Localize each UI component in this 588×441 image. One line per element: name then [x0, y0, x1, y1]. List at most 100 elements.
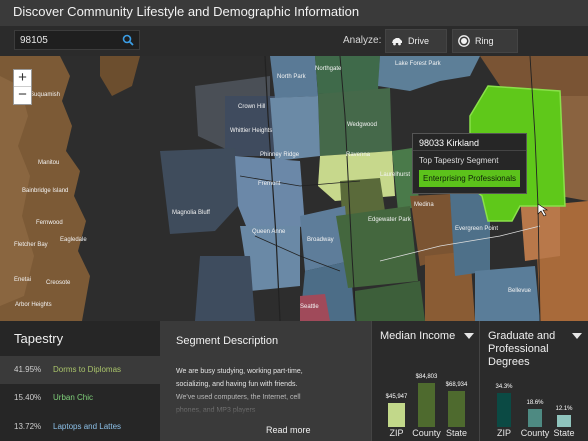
- region-woodinville: [560, 96, 588, 201]
- label-arbor-heights: Arbor Heights: [15, 302, 52, 308]
- tapestry-panel: Tapestry 41.95% Dorms to Diplomas 15.40%…: [0, 321, 160, 441]
- label-evergreen-point: Evergreen Point: [455, 226, 498, 232]
- label-fremont: Fremont: [258, 181, 281, 187]
- label-fernwood: Fernwood: [36, 220, 63, 226]
- tapestry-row-name: Dorms to Diplomas: [53, 365, 122, 374]
- label-phinney-ridge: Phinney Ridge: [260, 152, 300, 158]
- label-edgewater-park: Edgewater Park: [368, 217, 412, 223]
- label-broadway: Broadway: [307, 237, 334, 243]
- chart-data-label: $68,934: [445, 382, 468, 388]
- label-fletcher-bay: Fletcher Bay: [14, 242, 48, 248]
- chart-data-label: 12.1%: [555, 406, 573, 412]
- chart-tick-label: County: [412, 428, 441, 438]
- region-whittier: [225, 96, 275, 156]
- zoom-in-button[interactable]: +: [14, 70, 31, 87]
- chart-bar[interactable]: [497, 393, 511, 427]
- zoom-out-button[interactable]: −: [18, 86, 27, 103]
- region-kenmore: [480, 56, 588, 101]
- tapestry-row-pct: 15.40%: [14, 393, 42, 402]
- label-seattle: Seattle: [300, 304, 319, 310]
- region-bridle: [520, 196, 560, 261]
- region-edgewater: [336, 206, 418, 288]
- region-wedgwood: [318, 88, 392, 156]
- tapestry-row[interactable]: 13.72% Laptops and Lattes: [0, 413, 160, 441]
- chart-data-label: 18.6%: [526, 400, 544, 406]
- label-medina: Medina: [414, 202, 434, 208]
- median-income-title: Median Income: [380, 330, 456, 342]
- label-lake-forest-park: Lake Forest Park: [395, 61, 442, 67]
- region-queen-anne: [240, 226, 300, 291]
- chart-tick-label: County: [520, 428, 550, 438]
- label-northgate: Northgate: [315, 66, 342, 72]
- tapestry-title: Tapestry: [14, 331, 64, 346]
- tapestry-row-pct: 41.95%: [14, 365, 42, 374]
- label-laurelhurst: Laurelhurst: [380, 172, 410, 178]
- label-ravenna: Ravenna: [346, 152, 371, 158]
- chart-tick-label: ZIP: [389, 428, 404, 438]
- region-fremont: [235, 156, 305, 236]
- chart-tick-label: State: [445, 428, 467, 438]
- graduate-degrees-panel: Graduate and Professional Degrees 34.3% Z…: [479, 321, 588, 441]
- region-phinney: [270, 96, 320, 161]
- label-creosote: Creosote: [46, 280, 71, 286]
- label-north-park: North Park: [277, 74, 307, 80]
- analyze-label: Analyze:: [343, 35, 382, 46]
- cursor-icon: [537, 203, 548, 217]
- chart-bar[interactable]: [448, 391, 465, 427]
- search-box[interactable]: [14, 30, 140, 50]
- label-bainbridge-island: Bainbridge Island: [22, 188, 68, 194]
- text-fade-overlay: [160, 389, 371, 417]
- tapestry-row-name: Urban Chic: [53, 393, 94, 402]
- road-mercer: [254, 235, 341, 272]
- label-magnolia-bluff: Magnolia Bluff: [172, 210, 210, 216]
- region-evergreen: [450, 186, 490, 276]
- region-interbay: [195, 256, 255, 321]
- segment-description-title: Segment Description: [176, 335, 279, 347]
- road-405: [529, 56, 541, 321]
- chart-data-label: $84,803: [415, 374, 438, 380]
- popup-title: 98033 Kirkland: [413, 134, 526, 151]
- tapestry-row[interactable]: 15.40% Urban Chic: [0, 384, 160, 412]
- chart-bar[interactable]: [528, 409, 542, 427]
- ring-buffer-button[interactable]: Ring Buffer: [452, 29, 518, 68]
- label-bellevue: Bellevue: [508, 288, 532, 294]
- region-kitsap-north: [100, 56, 140, 96]
- median-income-panel: Median Income $45,947 ZIP $84,803 County $68…: [371, 321, 479, 441]
- label-enetai: Enetai: [14, 277, 31, 283]
- read-more-link[interactable]: Read more: [266, 425, 311, 435]
- graduate-degrees-title: Graduate and Professional Degrees: [488, 330, 556, 368]
- zoom-control: + −: [13, 69, 32, 105]
- region-kitsap-west: [0, 76, 34, 306]
- region-northgate: [315, 56, 380, 94]
- chart-bar[interactable]: [557, 415, 571, 427]
- label-crown-hill: Crown Hill: [238, 104, 265, 110]
- road-i5b: [339, 56, 357, 321]
- map-view[interactable]: North Park Northgate Lake Forest Park Cr…: [0, 56, 588, 321]
- chart-data-label: $45,947: [385, 394, 408, 400]
- chevron-down-icon[interactable]: [572, 333, 582, 339]
- drive-time-button[interactable]: Drive Time: [385, 29, 447, 68]
- popup-segment-badge[interactable]: Enterprising Professionals: [419, 170, 520, 187]
- region-north-park: [270, 56, 318, 98]
- search-icon[interactable]: [122, 34, 134, 46]
- road-520: [379, 225, 541, 262]
- chevron-down-icon[interactable]: [464, 333, 474, 339]
- chart-bar[interactable]: [388, 403, 405, 427]
- search-input[interactable]: [15, 31, 119, 49]
- region-madrona: [355, 281, 425, 321]
- region-medina: [410, 194, 455, 266]
- label-whittier-heights: Whittier Heights: [230, 128, 272, 134]
- region-seattle-downtown: [300, 294, 330, 321]
- chart-bar[interactable]: [418, 383, 435, 427]
- segment-description-panel: Segment Description We are busy studying…: [160, 321, 371, 441]
- toolbar: Analyze: Drive Time Ring Buffer: [0, 26, 588, 68]
- label-queen-anne: Queen Anne: [252, 229, 286, 235]
- label-suquamish: Suquamish: [30, 92, 60, 98]
- ring-buffer-icon: [458, 35, 470, 47]
- tapestry-row-name: Laptops and Lattes: [53, 422, 122, 431]
- tapestry-row[interactable]: 41.95% Dorms to Diplomas: [0, 356, 160, 384]
- app-title: Discover Community Lifestyle and Demogra…: [0, 0, 588, 26]
- chart-tick-label: State: [553, 428, 575, 438]
- region-bellevue: [475, 266, 540, 321]
- chart-tick-label: ZIP: [496, 428, 511, 438]
